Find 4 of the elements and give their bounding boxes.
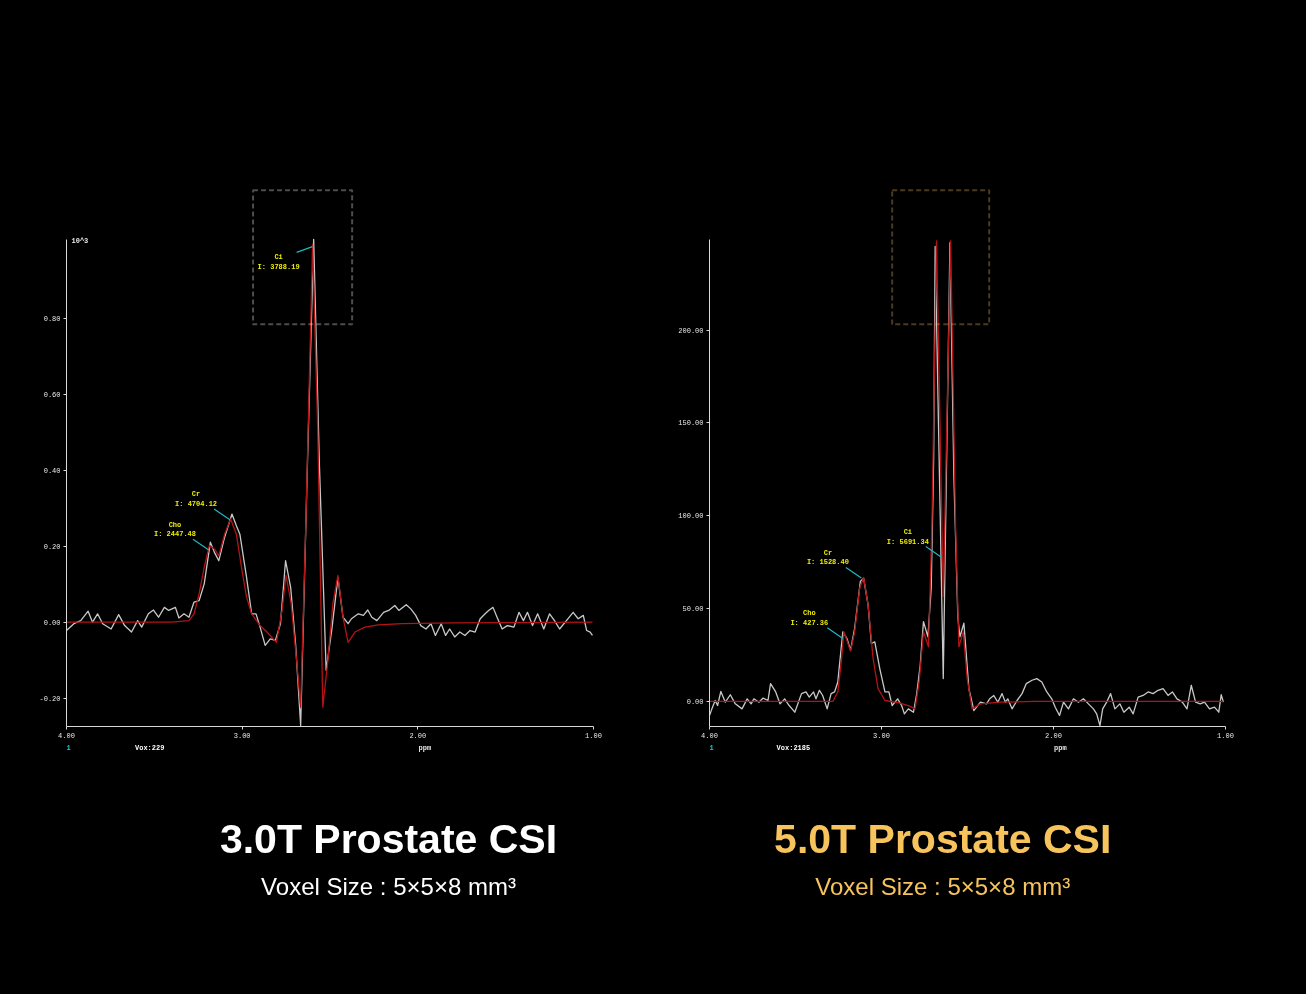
text: 3.0T Prostate CSI <box>219 815 558 862</box>
text: 5.0T Prostate CSI <box>774 815 1112 862</box>
text: Voxel Size : 5×5×8 mm³ <box>261 873 516 900</box>
text: Voxel Size : 5×5×8 mm³ <box>815 873 1071 900</box>
